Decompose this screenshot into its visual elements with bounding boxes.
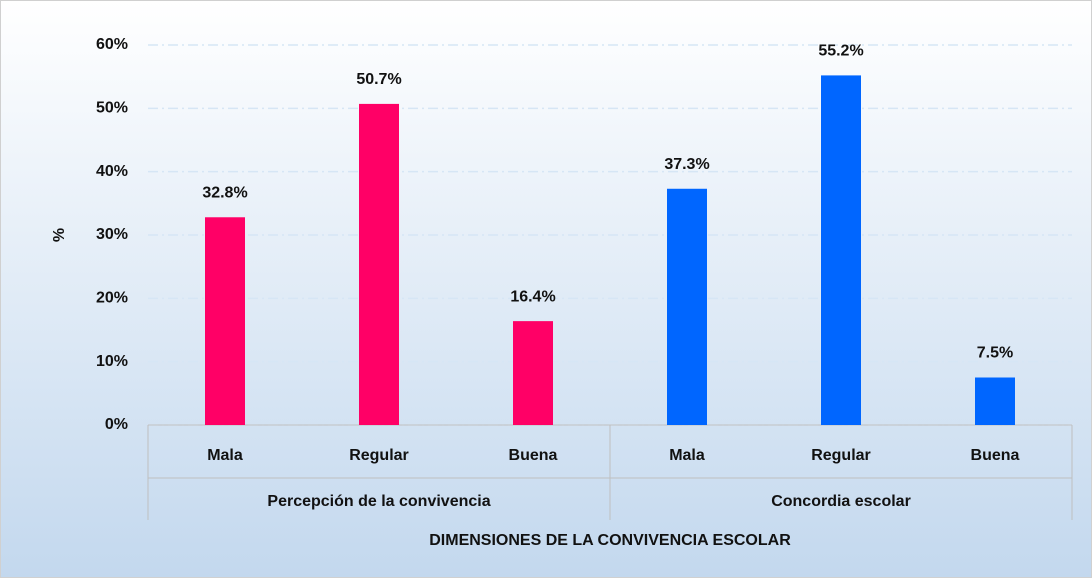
bar <box>359 103 399 426</box>
y-tick-label: 20% <box>96 290 128 307</box>
y-axis-title: % <box>51 228 68 242</box>
x-tick-label: Regular <box>811 447 871 464</box>
bar <box>205 217 245 425</box>
group-label: Concordia escolar <box>771 493 911 510</box>
y-tick-label: 10% <box>96 353 128 370</box>
data-label: 55.2% <box>818 43 863 60</box>
x-tick-label: Buena <box>971 447 1020 464</box>
bar <box>513 321 553 425</box>
bar <box>821 75 861 426</box>
bar <box>667 188 707 425</box>
y-tick-label: 40% <box>96 163 128 180</box>
x-axis-title: DIMENSIONES DE LA CONVIVENCIA ESCOLAR <box>429 532 791 549</box>
data-label: 16.4% <box>510 288 555 305</box>
y-tick-label: 50% <box>96 100 128 117</box>
x-tick-label: Buena <box>509 447 558 464</box>
bar <box>975 377 1015 425</box>
x-tick-label: Mala <box>207 447 243 464</box>
y-tick-label: 30% <box>96 226 128 243</box>
x-tick-label: Mala <box>669 447 705 464</box>
y-tick-label: 60% <box>96 36 128 53</box>
group-label: Percepción de la convivencia <box>267 493 490 510</box>
data-label: 32.8% <box>202 184 247 201</box>
y-tick-label: 0% <box>105 416 128 433</box>
data-label: 7.5% <box>977 345 1013 362</box>
data-label: 50.7% <box>356 71 401 88</box>
data-label: 37.3% <box>664 156 709 173</box>
x-tick-label: Regular <box>349 447 409 464</box>
